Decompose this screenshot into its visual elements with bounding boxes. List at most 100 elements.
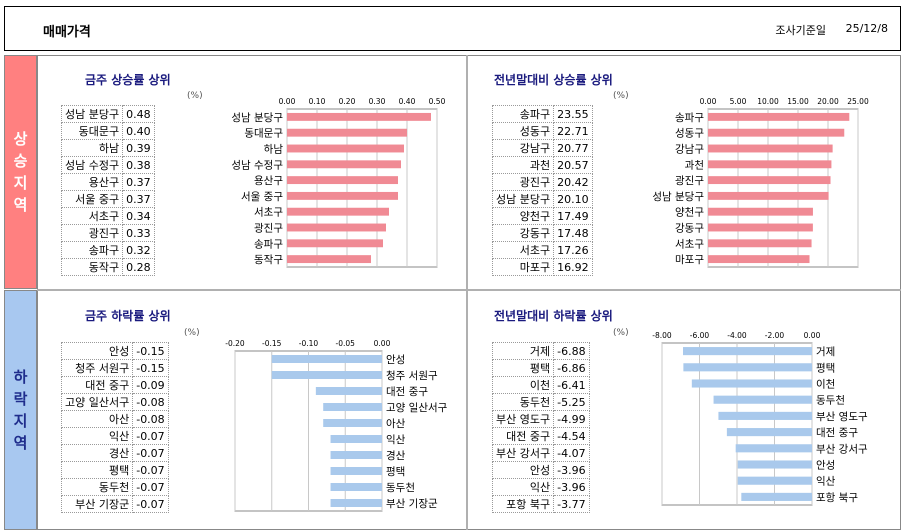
category-label: 경산 (386, 449, 406, 462)
x-tick-label: 0.00 (374, 339, 391, 348)
x-tick-label: -4.00 (727, 331, 747, 340)
rate-value-cell: -3.77 (553, 495, 590, 513)
region-name-cell: 동대문구 (60, 122, 124, 140)
region-name-cell: 평택 (60, 461, 134, 479)
x-tick-label: -2.00 (765, 331, 785, 340)
table-row: 성남 분당구 20.10 (491, 190, 593, 208)
region-name-cell: 거제 (491, 342, 555, 360)
bar (726, 428, 812, 437)
table-row: 서초구 0.34 (60, 207, 155, 225)
category-label: 서울 중구 (241, 191, 283, 203)
table-row: 안성 -3.96 (491, 461, 590, 479)
fall-region-char: 지 (13, 412, 28, 430)
table-row: 동두천 -5.25 (491, 393, 590, 411)
bar (708, 191, 829, 200)
fall-region-char: 락 (13, 390, 28, 408)
category-label: 양천구 (675, 207, 704, 219)
region-name-cell: 송파구 (60, 241, 124, 259)
bar (708, 144, 833, 153)
category-label: 안성 (816, 460, 835, 472)
chart-title: 금주 하락률 상위 (85, 309, 171, 323)
x-tick-label: 0.40 (399, 97, 416, 106)
category-label: 광진구 (675, 175, 704, 187)
category-label: 평택 (386, 466, 405, 478)
bar (683, 347, 812, 356)
table-row: 송파구 0.32 (60, 241, 155, 259)
bar (330, 451, 382, 459)
table-row: 성남 수정구 0.38 (60, 156, 155, 174)
rate-value-cell: 0.32 (122, 241, 155, 259)
rate-value-cell: -0.07 (132, 495, 169, 513)
panel-divider-horizontal (37, 289, 901, 291)
bar (718, 411, 812, 420)
x-tick-label: -0.20 (225, 339, 245, 348)
table-row: 포항 북구 -3.77 (491, 495, 590, 513)
bar (287, 144, 404, 153)
x-tick-label: 0.20 (339, 97, 356, 106)
table-row: 부산 영도구 -4.99 (491, 410, 590, 428)
percent-unit-label: (%) (613, 91, 629, 101)
category-label: 이천 (816, 379, 835, 391)
table-row: 부산 강서구 -4.07 (491, 444, 590, 462)
category-label: 강남구 (675, 144, 704, 156)
category-label: 대전 중구 (386, 386, 428, 398)
region-name-cell: 부산 기장군 (60, 495, 134, 513)
region-name-cell: 성남 분당구 (60, 105, 124, 123)
rate-value-cell: -6.86 (553, 359, 590, 377)
bar-chart: 0.00 5.00 10.00 15.00 20.00 25.00 송파구성동구강남구과천광… (652, 97, 869, 268)
bar (683, 363, 812, 372)
category-label: 익산 (816, 476, 836, 488)
rate-value-cell: -5.25 (553, 393, 590, 411)
fall-region-char: 역 (13, 434, 28, 452)
table-row: 마포구 16.92 (491, 258, 593, 276)
panel-grid (37, 55, 901, 530)
bar (287, 223, 386, 232)
category-label: 포항 북구 (816, 492, 858, 504)
bar (741, 492, 812, 501)
table-row: 하남 0.39 (60, 139, 155, 157)
rate-value-cell: -3.96 (553, 461, 590, 479)
category-label: 청주 서원구 (386, 370, 438, 382)
table-row: 익산 -3.96 (491, 478, 590, 496)
table-row: 송파구 23.55 (491, 105, 593, 123)
region-name-cell: 강동구 (491, 224, 555, 242)
bar (271, 355, 382, 363)
rate-value-cell: 17.48 (553, 224, 593, 242)
rate-value-cell: -0.15 (132, 342, 169, 360)
x-tick-label: 0.50 (429, 97, 446, 106)
rate-value-cell: 0.48 (122, 105, 155, 123)
percent-unit-label: (%) (613, 328, 629, 338)
category-label: 성남 수정구 (231, 159, 283, 171)
rate-value-cell: -6.88 (553, 342, 590, 360)
table-row: 안성 -0.15 (60, 342, 169, 360)
rate-value-cell: 20.42 (553, 173, 593, 191)
bar (708, 128, 845, 137)
x-tick-label: 0.10 (309, 97, 326, 106)
rate-value-cell: 17.26 (553, 241, 593, 259)
rate-value-cell: -0.15 (132, 359, 169, 377)
bar (330, 499, 382, 507)
survey-date-value: 25/12/8 (845, 22, 888, 35)
table-row: 강동구 17.48 (491, 224, 593, 242)
rise-region-char: 상 (13, 130, 28, 148)
bar (708, 160, 832, 169)
category-label: 하남 (264, 143, 284, 156)
table-row: 평택 -0.07 (60, 461, 169, 479)
region-name-cell: 과천 (491, 156, 555, 174)
rate-value-cell: -0.09 (132, 376, 169, 394)
category-label: 부산 강서구 (816, 443, 868, 455)
rate-value-cell: 20.77 (553, 139, 593, 157)
bar (737, 476, 812, 485)
rank-table: 송파구 23.55 성동구 22.71 강남구 20.77 과천 20.57 광진구 20.42 성… (491, 105, 593, 276)
rate-value-cell: -0.07 (132, 427, 169, 445)
bar (287, 160, 401, 169)
region-name-cell: 부산 강서구 (491, 444, 555, 462)
category-label: 동작구 (254, 254, 283, 266)
rate-value-cell: 0.38 (122, 156, 155, 174)
x-tick-label: 20.00 (817, 97, 839, 106)
bar (735, 444, 812, 453)
bar (708, 112, 850, 121)
table-row: 동작구 0.28 (60, 258, 155, 276)
